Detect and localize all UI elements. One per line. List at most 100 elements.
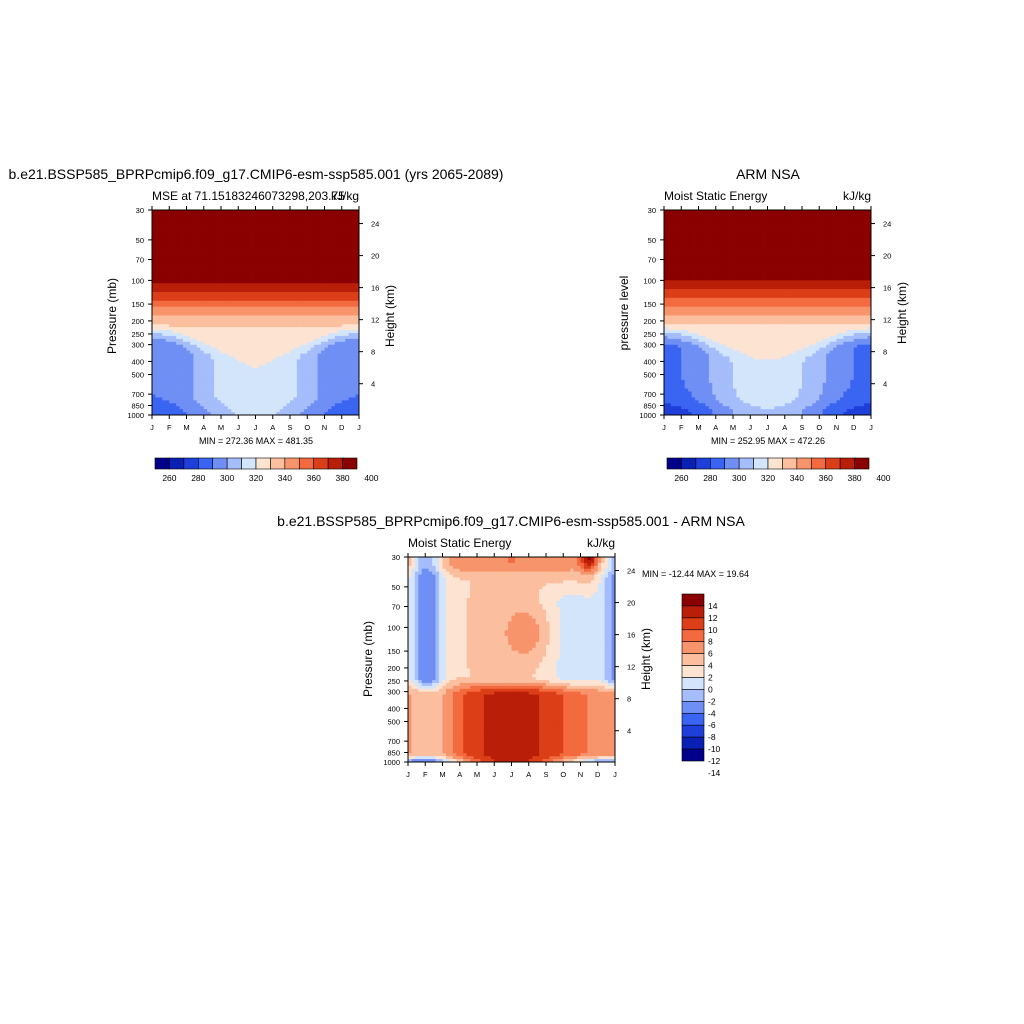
contour-cell <box>165 412 170 416</box>
contour-cell <box>245 268 249 272</box>
contour-cell <box>269 262 274 267</box>
contour-cell <box>691 335 696 340</box>
contour-cell <box>176 277 180 281</box>
contour-cell <box>272 365 277 369</box>
contour-cell <box>189 245 194 249</box>
contour-cell <box>317 318 322 322</box>
contour-cell <box>196 374 201 378</box>
contour-cell <box>155 230 160 234</box>
contour-cell <box>355 294 360 299</box>
contour-cell <box>695 347 699 351</box>
contour-cell <box>248 239 253 243</box>
contour-cell <box>677 365 682 369</box>
contour-cell <box>348 309 353 313</box>
contour-cell <box>162 280 167 284</box>
contour-cell <box>331 259 336 264</box>
contour-cell <box>345 251 350 255</box>
contour-cell <box>152 330 156 334</box>
contour-cell <box>674 394 679 398</box>
contour-cell <box>674 233 679 237</box>
contour-cell <box>338 239 343 243</box>
contour-cell <box>224 391 229 395</box>
contour-cell <box>210 318 215 322</box>
contour-cell <box>255 262 260 267</box>
contour-cell <box>670 324 675 328</box>
contour-cell <box>155 292 160 296</box>
contour-cell <box>355 333 360 337</box>
contour-cell <box>345 300 350 305</box>
contour-cell <box>348 289 353 293</box>
contour-cell <box>293 239 298 243</box>
contour-cell <box>324 412 329 416</box>
contour-cell <box>183 292 187 296</box>
contour-cell <box>276 289 281 293</box>
contour-cell <box>183 324 187 328</box>
contour-cell <box>252 403 256 407</box>
contour-cell <box>677 374 682 378</box>
contour-cell <box>684 286 689 290</box>
contour-cell <box>674 256 679 261</box>
contour-cell <box>331 327 336 331</box>
contour-cell <box>152 292 156 296</box>
contour-cell <box>172 403 177 407</box>
contour-cell <box>327 385 332 390</box>
contour-cell <box>214 224 218 228</box>
contour-cell <box>348 406 353 410</box>
contour-cell <box>179 262 184 267</box>
contour-cell <box>681 324 686 328</box>
contour-cell <box>283 265 287 269</box>
contour-cell <box>186 280 191 284</box>
contour-cell <box>684 227 689 231</box>
contour-cell <box>179 245 184 249</box>
contour-cell <box>203 227 208 231</box>
contour-cell <box>667 333 672 337</box>
contour-cell <box>334 292 339 296</box>
contour-cell <box>231 394 236 398</box>
contour-cell <box>172 330 177 334</box>
contour-cell <box>217 239 222 243</box>
contour-cell <box>255 233 260 237</box>
contour-cell <box>186 297 191 302</box>
contour-cell <box>303 406 308 410</box>
contour-cell <box>245 315 249 319</box>
contour-cell <box>210 327 215 331</box>
contour-cell <box>203 374 208 378</box>
contour-cell <box>255 300 260 305</box>
contour-cell <box>674 215 679 220</box>
contour-cell <box>345 236 350 240</box>
contour-cell <box>155 271 160 275</box>
contour-cell <box>334 344 339 349</box>
contour-cell <box>296 212 301 217</box>
contour-cell <box>193 221 198 226</box>
contour-cell <box>262 218 267 223</box>
contour-cell <box>155 289 160 293</box>
contour-cell <box>221 274 225 278</box>
contour-cell <box>307 330 312 334</box>
contour-cell <box>155 300 160 305</box>
contour-cell <box>681 388 686 392</box>
contour-cell <box>245 403 249 407</box>
contour-cell <box>234 333 239 337</box>
contour-cell <box>183 300 187 305</box>
contour-cell <box>255 274 260 278</box>
contour-cell <box>352 353 356 357</box>
contour-cell <box>255 400 260 404</box>
contour-cell <box>214 289 218 293</box>
contour-cell <box>293 330 298 334</box>
contour-cell <box>245 376 249 381</box>
contour-cell <box>231 409 236 413</box>
contour-cell <box>176 335 180 340</box>
contour-cell <box>207 394 212 398</box>
contour-cell <box>203 248 208 252</box>
contour-cell <box>227 215 232 220</box>
contour-cell <box>674 385 679 390</box>
contour-cell <box>200 347 205 351</box>
contour-cell <box>193 259 198 264</box>
contour-cell <box>338 303 343 308</box>
contour-cell <box>214 286 218 290</box>
contour-cell <box>300 253 305 258</box>
contour-cell <box>207 338 212 343</box>
contour-cell <box>196 251 201 255</box>
contour-cell <box>241 297 246 302</box>
contour-cell <box>255 297 260 302</box>
